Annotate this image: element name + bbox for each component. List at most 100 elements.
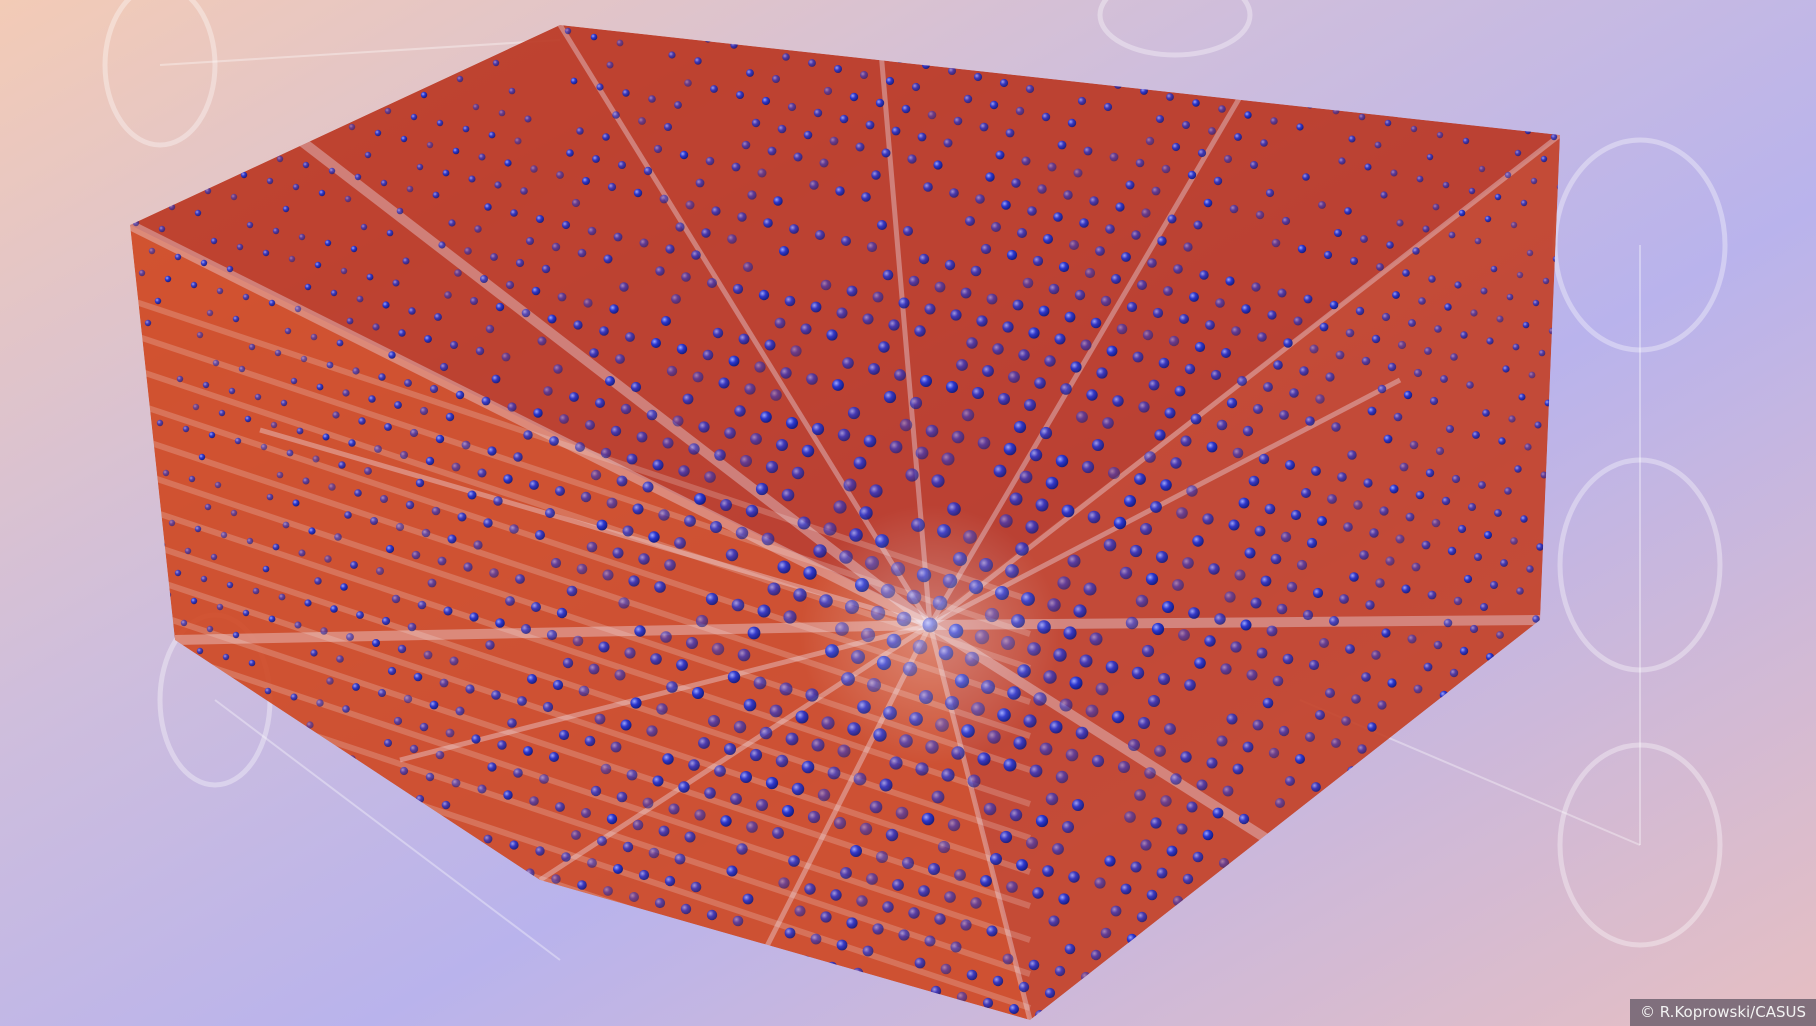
- atom: [1246, 669, 1258, 681]
- atom: [597, 836, 607, 846]
- atom: [1325, 372, 1335, 382]
- atom: [648, 95, 656, 103]
- atom: [889, 440, 903, 454]
- atom: [698, 737, 710, 749]
- atom: [492, 59, 500, 67]
- atom: [306, 721, 314, 729]
- atom: [1345, 328, 1355, 338]
- atom: [666, 365, 678, 377]
- atom: [1021, 156, 1031, 166]
- atom: [659, 194, 669, 204]
- atom: [966, 337, 978, 349]
- atom: [1006, 249, 1018, 261]
- atom: [425, 456, 435, 466]
- atom: [1192, 851, 1204, 863]
- atom: [758, 289, 770, 301]
- atom: [1137, 280, 1147, 290]
- atom: [1305, 416, 1315, 426]
- atom: [1302, 173, 1310, 181]
- atom: [1180, 435, 1192, 447]
- atom: [1512, 343, 1520, 351]
- atom: [346, 317, 354, 325]
- atom: [1237, 376, 1247, 386]
- atom: [1290, 509, 1302, 521]
- atom: [937, 840, 951, 854]
- atom: [236, 243, 244, 251]
- atom: [1158, 357, 1170, 369]
- atom: [1161, 164, 1171, 174]
- atom: [1162, 601, 1174, 613]
- atom: [1331, 738, 1341, 748]
- atom: [1540, 471, 1548, 479]
- atom: [741, 140, 751, 150]
- atom: [976, 315, 988, 327]
- atom: [555, 486, 565, 496]
- atom: [1084, 267, 1096, 279]
- atom: [853, 456, 867, 470]
- atom: [590, 469, 602, 481]
- atom: [1224, 591, 1236, 603]
- atom: [589, 348, 599, 358]
- atom: [636, 431, 648, 443]
- atom: [907, 154, 917, 164]
- atom: [872, 291, 884, 303]
- atom: [1275, 798, 1285, 808]
- atom: [707, 278, 717, 288]
- atom: [312, 455, 320, 463]
- atom: [1172, 579, 1184, 591]
- atom: [633, 188, 643, 198]
- atom: [1130, 861, 1142, 873]
- atom: [1166, 845, 1178, 857]
- atom: [503, 474, 513, 484]
- atom: [1331, 422, 1341, 432]
- atom: [751, 118, 761, 128]
- atom: [1349, 572, 1359, 582]
- atom: [1048, 283, 1060, 295]
- atom: [1443, 618, 1453, 628]
- atom: [290, 693, 298, 701]
- atom: [1102, 417, 1114, 429]
- atom: [1205, 320, 1215, 330]
- atom: [1252, 719, 1264, 731]
- atom: [1194, 341, 1206, 353]
- atom: [1063, 190, 1073, 200]
- atom: [1044, 355, 1056, 367]
- atom: [823, 522, 837, 536]
- atom: [975, 194, 985, 204]
- atom: [690, 881, 702, 893]
- atom: [370, 517, 378, 525]
- atom: [378, 373, 386, 381]
- atom: [757, 168, 767, 178]
- atom: [1250, 597, 1262, 609]
- atom: [781, 488, 795, 502]
- atom: [1147, 258, 1157, 268]
- atom: [1397, 340, 1407, 350]
- atom: [539, 774, 549, 784]
- atom: [533, 408, 543, 418]
- atom: [1447, 546, 1457, 556]
- atom: [304, 599, 312, 607]
- atom: [557, 292, 567, 302]
- atom: [1421, 540, 1431, 550]
- atom: [1090, 949, 1102, 961]
- atom: [1027, 206, 1037, 216]
- atom: [691, 250, 701, 260]
- atom: [1256, 647, 1268, 659]
- atom: [1486, 337, 1494, 345]
- atom: [1121, 252, 1131, 262]
- atom: [920, 375, 932, 387]
- atom: [387, 666, 397, 676]
- atom: [288, 255, 296, 263]
- atom: [1399, 462, 1409, 472]
- atom: [632, 503, 644, 515]
- atom: [1183, 242, 1193, 252]
- atom: [1522, 321, 1530, 329]
- atom: [655, 266, 665, 276]
- atom: [1134, 473, 1146, 485]
- atom: [1116, 323, 1128, 335]
- atom: [1482, 409, 1490, 417]
- atom: [1042, 865, 1054, 877]
- atom: [676, 659, 688, 671]
- atom: [628, 575, 640, 587]
